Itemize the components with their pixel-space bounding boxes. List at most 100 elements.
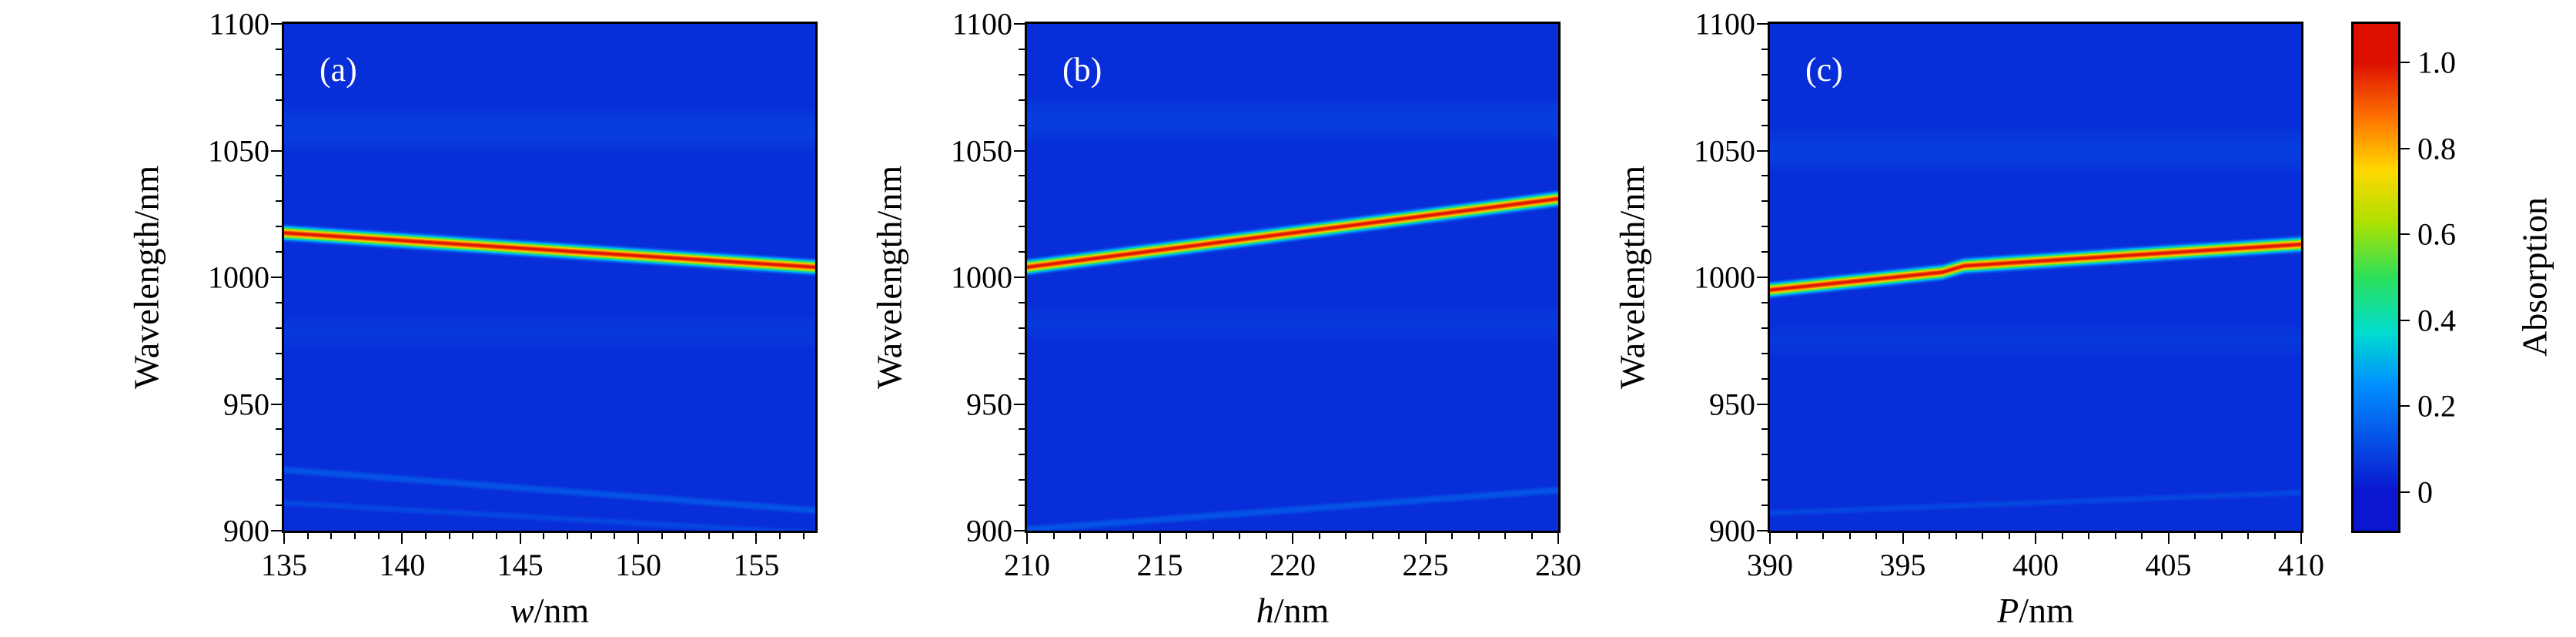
y-tick-label: 900 (1709, 513, 1755, 548)
x-tick-label: 410 (2278, 548, 2324, 582)
y-major-tick (1014, 149, 1025, 152)
x-major-tick (2300, 533, 2302, 544)
x-tick-label: 390 (1747, 548, 1793, 582)
y-tick-label: 900 (223, 513, 269, 548)
x-minor-tick (1186, 533, 1187, 539)
x-minor-tick (1795, 533, 1798, 539)
y-major-tick (1757, 530, 1768, 531)
colorbar-tick-label: 0 (2417, 474, 2433, 510)
y-minor-tick (276, 175, 282, 177)
y-major-tick (1757, 403, 1768, 405)
x-variable: h (1256, 591, 1274, 630)
x-major-tick (401, 533, 403, 544)
x-minor-tick (1982, 533, 1983, 539)
y-minor-tick (276, 251, 282, 253)
y-minor-tick (1019, 124, 1025, 126)
x-minor-tick (1929, 533, 1930, 539)
y-minor-tick (276, 301, 282, 303)
y-major-tick (1014, 403, 1025, 405)
x-minor-tick (567, 533, 568, 539)
x-minor-tick (590, 533, 592, 539)
y-minor-tick (1019, 479, 1025, 481)
x-minor-tick (1265, 533, 1267, 539)
x-minor-tick (731, 533, 734, 539)
y-minor-tick (1019, 99, 1025, 101)
panel-a: Wavelength/nm 900 950 1000 1050 1100 (a) 135… (127, 7, 818, 630)
x-minor-tick (1504, 533, 1506, 539)
x-minor-tick (779, 533, 781, 539)
x-major-tick (637, 533, 639, 544)
y-minor-tick (1761, 251, 1768, 253)
y-minor-tick (1761, 175, 1768, 177)
x-major-tick (1769, 533, 1771, 544)
colorbar-tick (2400, 147, 2410, 149)
x-minor-tick (684, 533, 687, 539)
y-minor-tick (1761, 99, 1768, 101)
x-minor-tick (472, 533, 474, 539)
panel-tag-c: (c) (1805, 51, 1843, 89)
y-minor-tick (1761, 479, 1768, 481)
y-major-tick (271, 277, 282, 278)
y-tick-label: 1100 (209, 6, 269, 42)
x-tick-label: 210 (1004, 548, 1050, 582)
x-minor-tick (1079, 533, 1081, 539)
y-tick-label: 1000 (951, 260, 1012, 295)
axis-tick-marks (1757, 22, 2303, 544)
colorbar-tick-label: 1.0 (2417, 45, 2456, 80)
x-minor-tick (1052, 533, 1055, 539)
x-minor-tick (661, 533, 663, 539)
x-minor-tick (354, 533, 356, 539)
y-minor-tick (1761, 226, 1768, 228)
x-minor-tick (1318, 533, 1320, 539)
y-minor-tick (1761, 301, 1768, 303)
x-major-tick (1292, 533, 1293, 544)
y-minor-tick (1019, 73, 1025, 75)
y-tick-label: 1050 (951, 133, 1012, 168)
x-minor-tick (2194, 533, 2196, 539)
x-minor-tick (2061, 533, 2063, 539)
axis-tick-marks (1014, 22, 1561, 544)
x-minor-tick (448, 533, 450, 539)
panel-b: Wavelength/nm 900 950 1000 1050 1100 (b) 210… (870, 7, 1582, 631)
y-tick-label: 1100 (952, 6, 1012, 42)
y-axis-tick-labels: 900 950 1000 1050 1100 (169, 7, 269, 548)
x-minor-tick (802, 533, 805, 539)
y-minor-tick (1761, 327, 1768, 329)
y-minor-tick (276, 505, 282, 507)
y-tick-label: 1100 (1694, 6, 1755, 42)
x-major-tick (519, 533, 521, 544)
panel-c: Wavelength/nm 900 950 1000 1050 1100 (c) 390… (1613, 7, 2325, 631)
x-minor-tick (377, 533, 380, 539)
colorbar-tick (2400, 319, 2410, 321)
x-major-tick (283, 533, 285, 544)
y-minor-tick (276, 226, 282, 228)
y-minor-tick (1761, 124, 1768, 126)
y-minor-tick (1761, 352, 1768, 354)
y-minor-tick (276, 200, 282, 203)
heatmap-canvas-c (1770, 24, 2301, 531)
y-minor-tick (1761, 48, 1768, 50)
panel-tag-b: (b) (1062, 51, 1102, 89)
y-major-tick (1014, 530, 1025, 531)
x-minor-tick (708, 533, 710, 539)
x-minor-tick (496, 533, 497, 539)
x-variable: w (510, 591, 534, 630)
heatmap-plot-area: (b) (1025, 22, 1561, 533)
colorbar-tick-marks (2351, 22, 2410, 533)
colorbar-tick-label: 0.6 (2417, 216, 2456, 252)
y-tick-label: 900 (966, 513, 1012, 548)
x-tick-label: 140 (379, 548, 426, 582)
y-minor-tick (1761, 377, 1768, 380)
x-tick-label: 225 (1402, 548, 1449, 582)
y-major-tick (1757, 149, 1768, 152)
y-tick-label: 950 (966, 387, 1012, 421)
y-minor-tick (276, 48, 282, 50)
x-tick-label: 150 (615, 548, 661, 582)
x-major-tick (1424, 533, 1427, 544)
x-minor-tick (2273, 533, 2276, 539)
y-minor-tick (1761, 454, 1768, 456)
x-unit: /nm (534, 591, 590, 630)
x-minor-tick (306, 533, 309, 539)
y-major-tick (1757, 277, 1768, 278)
y-minor-tick (276, 73, 282, 75)
